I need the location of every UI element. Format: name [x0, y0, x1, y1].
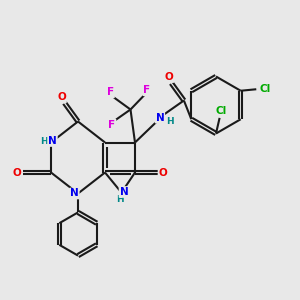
Text: H: H: [40, 137, 48, 146]
Text: N: N: [119, 187, 128, 197]
Text: O: O: [164, 72, 173, 82]
Text: F: F: [143, 85, 151, 95]
Text: O: O: [158, 167, 167, 178]
Text: H: H: [116, 195, 124, 204]
Text: F: F: [108, 119, 116, 130]
Text: O: O: [57, 92, 66, 103]
Text: N: N: [70, 188, 79, 199]
Text: Cl: Cl: [259, 84, 270, 94]
Text: Cl: Cl: [215, 106, 227, 116]
Text: O: O: [13, 167, 22, 178]
Text: N: N: [48, 136, 57, 146]
Text: F: F: [107, 87, 114, 98]
Text: N: N: [155, 112, 164, 123]
Text: H: H: [166, 117, 174, 126]
